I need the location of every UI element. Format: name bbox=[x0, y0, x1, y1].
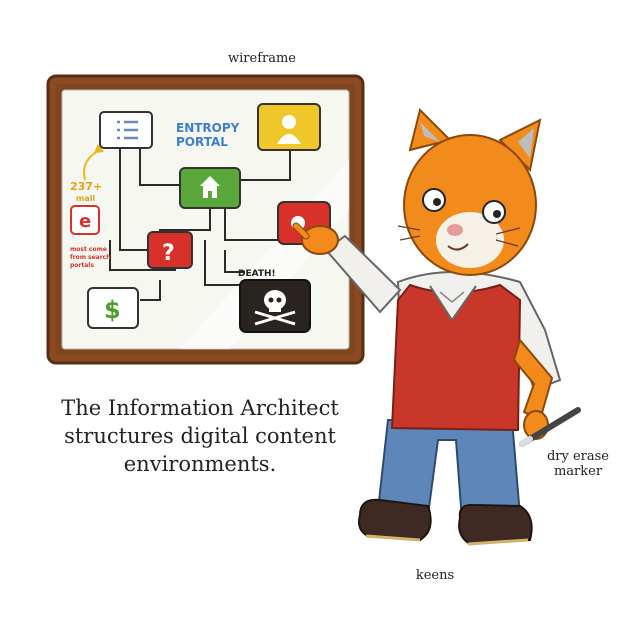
right-boot bbox=[458, 503, 533, 546]
caption-line-1: The Information Architect bbox=[61, 396, 339, 420]
cat-character bbox=[292, 108, 581, 546]
e-letter: e bbox=[79, 211, 91, 232]
label-dry-erase-marker: dry erase marker bbox=[536, 449, 620, 479]
caption: The Information Architect structures dig… bbox=[30, 394, 370, 478]
skull-icon bbox=[239, 279, 311, 333]
label-keens: keens bbox=[415, 568, 455, 583]
list-icon bbox=[99, 111, 153, 149]
annotation-number: 237+ bbox=[70, 180, 102, 193]
home-icon bbox=[179, 167, 241, 209]
caption-line-3: environments. bbox=[123, 452, 277, 476]
whiteboard: ENTROPY PORTAL 237+ mall e most come fro… bbox=[46, 74, 365, 365]
death-label: DEATH! bbox=[238, 269, 276, 279]
question-mark: ? bbox=[162, 241, 175, 266]
label-marker-line-1: dry erase bbox=[546, 449, 610, 464]
red-vest bbox=[390, 283, 522, 432]
dollar-icon: $ bbox=[87, 287, 139, 329]
caption-line-2: structures digital content bbox=[64, 424, 336, 448]
label-marker-line-2: marker bbox=[553, 464, 603, 479]
portal-text: PORTAL bbox=[176, 135, 228, 149]
left-boot bbox=[358, 498, 432, 542]
label-wireframe: wireframe bbox=[228, 51, 296, 66]
dollar-sign: $ bbox=[104, 296, 121, 324]
annotation-small: mall bbox=[76, 194, 95, 203]
question-icon: ? bbox=[147, 231, 193, 269]
e-note-line-3: portals bbox=[70, 262, 94, 269]
e-note-line-1: most come bbox=[70, 246, 107, 253]
entropy-text: ENTROPY bbox=[176, 121, 240, 135]
user-icon bbox=[257, 103, 321, 151]
e-note-line-2: from search bbox=[70, 254, 111, 261]
e-icon: e bbox=[70, 205, 100, 235]
